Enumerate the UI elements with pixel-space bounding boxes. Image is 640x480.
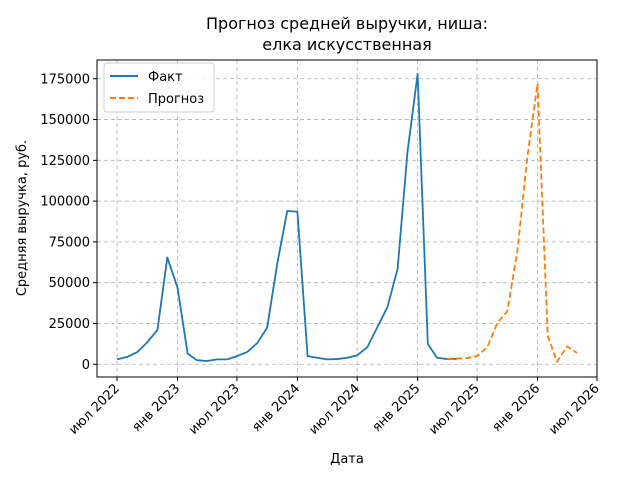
legend-label-forecast: Прогноз bbox=[148, 92, 204, 107]
series-group bbox=[116, 72, 578, 363]
legend-label-fact: Факт bbox=[148, 70, 183, 85]
chart-title-line2: елка искусственная bbox=[262, 35, 432, 54]
y-tick-label: 25000 bbox=[49, 317, 90, 332]
y-tick-label: 125000 bbox=[40, 154, 90, 169]
x-axis-label: Дата bbox=[330, 452, 364, 467]
series-line-forecast bbox=[447, 82, 578, 363]
y-tick-label: 0 bbox=[82, 358, 90, 373]
y-axis-label: Средняя выручка, руб. bbox=[15, 140, 30, 296]
y-tick-label: 50000 bbox=[49, 276, 90, 291]
y-tick-label: 150000 bbox=[40, 113, 90, 128]
series-line-fact bbox=[116, 72, 458, 362]
legend: Факт Прогноз bbox=[103, 62, 215, 113]
y-tick-label: 175000 bbox=[40, 72, 90, 87]
y-tick-label: 100000 bbox=[40, 195, 90, 210]
plot-frame bbox=[96, 59, 598, 378]
y-tick-label: 75000 bbox=[49, 235, 90, 250]
chart-title-line1: Прогноз средней выручки, ниша: bbox=[206, 14, 488, 33]
